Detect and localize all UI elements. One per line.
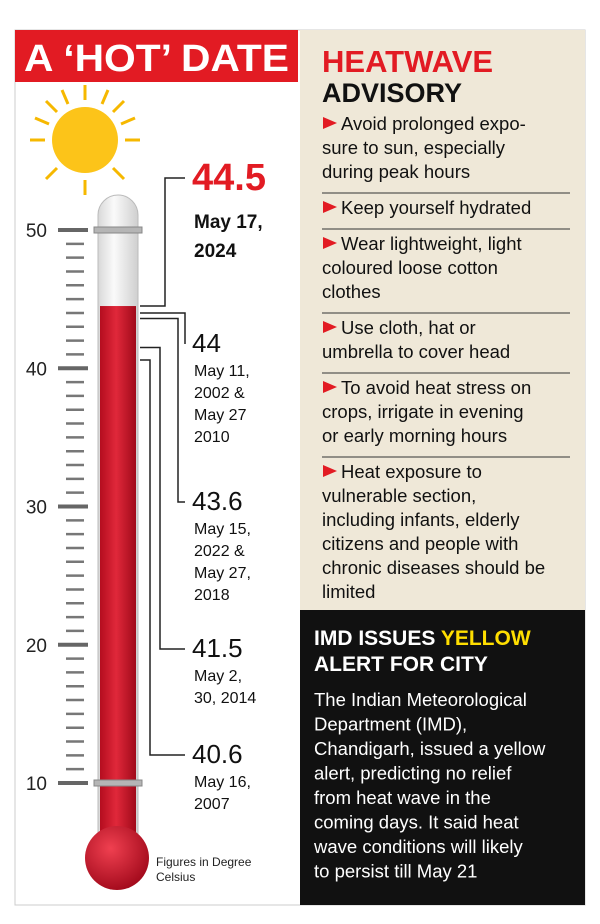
alert-title: ALERT FOR CITY <box>314 653 488 676</box>
advisory-text: Keep yourself hydrated <box>341 197 531 218</box>
record-date: May 16, <box>194 774 251 791</box>
alert-text: alert, predicting no relief <box>314 763 512 784</box>
advisory-text: Wear lightweight, light <box>341 233 522 254</box>
record-value: 44.5 <box>192 157 266 199</box>
record-date: 2024 <box>194 241 237 262</box>
advisory-text: including infants, elderly <box>322 509 520 530</box>
bullet-arrow <box>323 237 337 249</box>
advisory-text: limited <box>322 581 375 602</box>
advisory-text: coloured loose cotton <box>322 257 498 278</box>
advisory-text: chronic diseases should be <box>322 557 545 578</box>
record-value: 40.6 <box>192 739 243 769</box>
footnote: Celsius <box>156 870 195 884</box>
advisory-text: To avoid heat stress on <box>341 377 531 398</box>
mercury <box>100 306 136 856</box>
alert-text: to persist till May 21 <box>314 861 477 882</box>
tick-label: 30 <box>26 498 47 519</box>
leader-line <box>140 317 185 503</box>
advisory-text: Avoid prolonged expo- <box>341 113 526 134</box>
advisory-text: umbrella to cover head <box>322 341 510 362</box>
record-date: May 27 <box>194 407 247 424</box>
advisory-title: ADVISORY <box>322 78 462 108</box>
record-date: 30, 2014 <box>194 690 256 707</box>
bullet-arrow <box>323 117 337 129</box>
alert-text: from heat wave in the <box>314 787 491 808</box>
advisory-text: sure to sun, especially <box>322 137 506 158</box>
record-date: 2002 & <box>194 385 245 402</box>
bullet-arrow <box>323 381 337 393</box>
record-date: 2010 <box>194 429 230 446</box>
leader-line <box>140 312 186 344</box>
alert-text: wave conditions will likely <box>313 836 523 857</box>
record-date: 2007 <box>194 796 230 813</box>
tick-label: 50 <box>26 221 47 242</box>
advisory-text: Heat exposure to <box>341 461 482 482</box>
record-date: May 11, <box>194 363 250 380</box>
title: A ‘HOT’ DATE <box>24 38 289 80</box>
advisory-text: citizens and people with <box>322 533 518 554</box>
tick-label: 40 <box>26 359 47 380</box>
alert-text: Department (IMD), <box>314 714 467 735</box>
advisory-text: crops, irrigate in evening <box>322 401 524 422</box>
alert-text: Chandigarh, issued a yellow <box>314 738 546 759</box>
record-date: May 2, <box>194 668 242 685</box>
ring <box>93 226 143 234</box>
bullet-arrow <box>323 321 337 333</box>
advisory-panel <box>300 30 585 610</box>
alert-title-highlight: YELLOW <box>441 627 531 650</box>
title-banner <box>15 30 298 82</box>
record-date: May 17, <box>194 212 263 233</box>
alert-title: IMD ISSUES YELLOW <box>314 627 531 650</box>
record-date: 2022 & <box>194 543 245 560</box>
leader-line <box>140 346 185 650</box>
record-value: 43.6 <box>192 486 243 516</box>
tick-label: 20 <box>26 636 47 657</box>
bullet-arrow <box>323 201 337 213</box>
alert-text: The Indian Meteorological <box>314 689 527 710</box>
footnote: Figures in Degree <box>156 855 252 869</box>
ring <box>93 779 143 787</box>
record-value: 44 <box>192 328 221 358</box>
alert-panel <box>300 610 585 905</box>
alert-title-part: IMD ISSUES <box>314 627 435 650</box>
leader-line <box>140 177 185 307</box>
alert-text: coming days. It said heat <box>314 812 519 833</box>
bulb <box>85 826 149 890</box>
bullet-arrow <box>323 465 337 477</box>
record-date: 2018 <box>194 587 230 604</box>
sun <box>30 85 140 195</box>
advisory-text: during peak hours <box>322 161 470 182</box>
advisory-title: HEATWAVE <box>322 44 493 79</box>
advisory-text: or early morning hours <box>322 425 507 446</box>
leader-line <box>140 359 185 756</box>
record-date: May 15, <box>194 521 251 538</box>
record-date: May 27, <box>194 565 251 582</box>
record-value: 41.5 <box>192 633 243 663</box>
advisory-text: clothes <box>322 281 381 302</box>
advisory-text: Use cloth, hat or <box>341 317 476 338</box>
advisory-text: vulnerable section, <box>322 485 476 506</box>
tick-label: 10 <box>26 774 47 795</box>
